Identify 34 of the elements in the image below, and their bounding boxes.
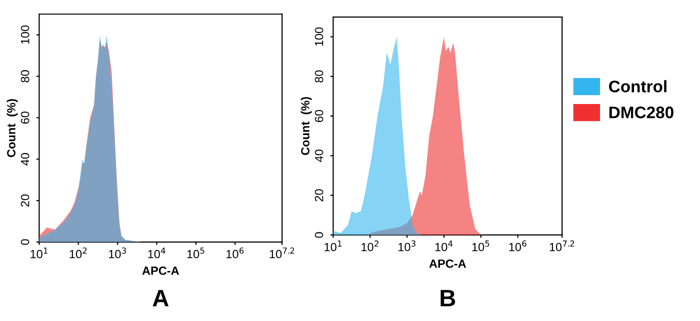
y-tick-label: 80 bbox=[20, 70, 30, 82]
y-tick-label: 40 bbox=[314, 150, 324, 162]
x-axis-title: APC-A bbox=[142, 266, 180, 275]
x-tick-label: 10$^{1}$ bbox=[30, 248, 48, 258]
x-tick-label: 10$^{3}$ bbox=[398, 240, 416, 252]
y-tick-label: 100 bbox=[20, 25, 30, 44]
y-axis-title: Count (%) bbox=[6, 99, 18, 158]
x-tick-label: 10$^{5}$ bbox=[187, 248, 204, 258]
x-tick-label: 10$^{1}$ bbox=[324, 240, 342, 252]
x-tick-label: 10$^{2}$ bbox=[362, 240, 378, 252]
y-tick-label: 20 bbox=[20, 194, 30, 207]
y-tick-label: 20 bbox=[314, 189, 324, 202]
legend-label: DMC280 bbox=[609, 106, 674, 118]
x-tick-label: 10$^{6}$ bbox=[226, 247, 244, 258]
x-axis-title: APC-A bbox=[429, 259, 466, 268]
x-tick-label: 10$^{2}$ bbox=[70, 247, 87, 258]
y-tick-label: 0 bbox=[20, 239, 30, 245]
y-axis-title: Count (%) bbox=[300, 97, 312, 156]
text: B bbox=[440, 290, 456, 306]
x-tick-label: 10$^{3}$ bbox=[109, 247, 126, 258]
x-tick-label: 10$^{7.2}$ bbox=[270, 247, 294, 258]
x-tick-label: 10$^{4}$ bbox=[148, 248, 166, 258]
y-tick-label: 40 bbox=[20, 153, 30, 166]
y-tick-label: 60 bbox=[314, 110, 324, 122]
x-tick-label: 10$^{7.2}$ bbox=[550, 240, 574, 252]
y-tick-label: 100 bbox=[314, 27, 324, 46]
x-tick-label: 10$^{4}$ bbox=[435, 240, 453, 252]
y-tick-label: 0 bbox=[314, 232, 324, 238]
y-tick-label: 80 bbox=[314, 70, 324, 83]
x-tick-label: 10$^{6}$ bbox=[509, 240, 526, 252]
text: A bbox=[152, 290, 169, 306]
y-tick-label: 60 bbox=[20, 112, 30, 124]
x-tick-label: 10$^{5}$ bbox=[472, 240, 490, 252]
legend-label: Control bbox=[609, 80, 666, 92]
